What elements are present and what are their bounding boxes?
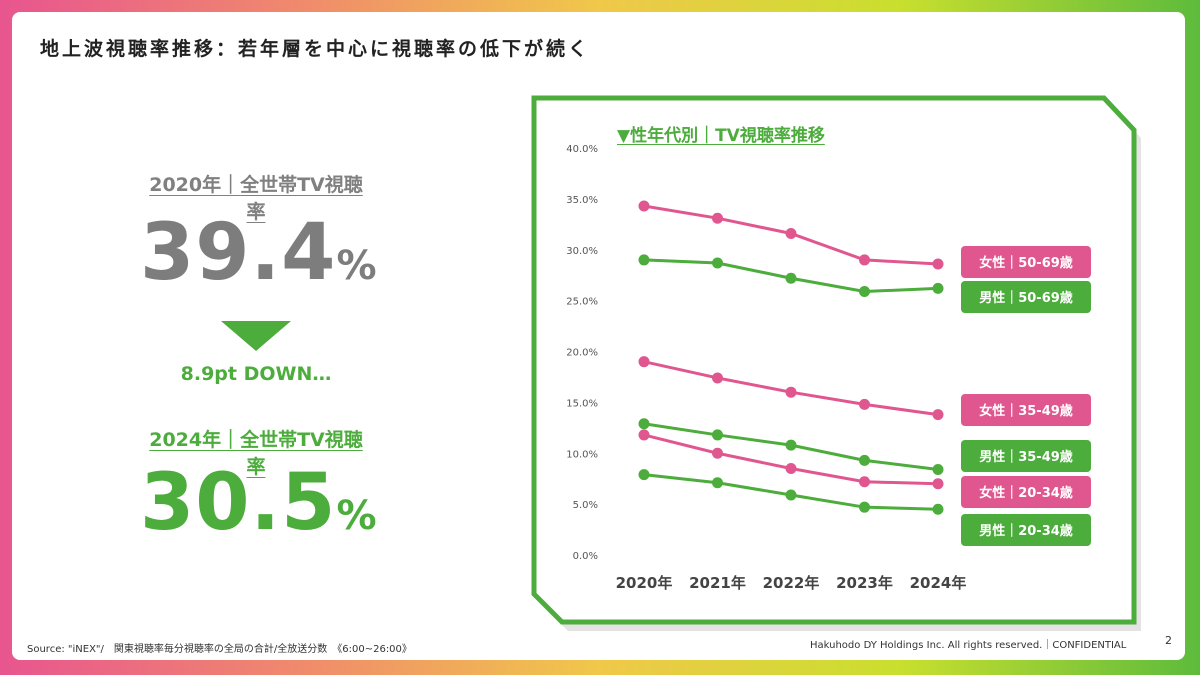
kpi-2024-value: 30.5% [140,458,377,548]
copyright-note: Hakuhodo DY Holdings Inc. All rights res… [810,640,1127,651]
kpi-2020-number: 39.4 [140,208,337,298]
page-number: 2 [1165,634,1172,647]
kpi-2020-unit: % [336,243,377,289]
kpi-2020-value: 39.4% [140,208,377,298]
kpi-2020-label: 2020年｜全世帯TV視聴率 [149,174,363,223]
chart-panel [528,92,1148,637]
page-title: 地上波視聴率推移：若年層を中心に視聴率の低下が続く [40,38,591,60]
kpi-2024-number: 30.5 [140,458,337,548]
chart-frame [531,95,1141,631]
down-arrow-icon [221,321,291,351]
source-note: Source: "iNEX"/ 関東視聴率毎分視聴率の全局の合計/全放送分数 《… [27,644,412,655]
kpi-2024-unit: % [336,493,377,539]
chart-title: ▼性年代別｜TV視聴率推移 [617,126,825,146]
decline-text: 8.9pt DOWN… [180,363,332,385]
kpi-2024-label: 2024年｜全世帯TV視聴率 [149,429,363,478]
